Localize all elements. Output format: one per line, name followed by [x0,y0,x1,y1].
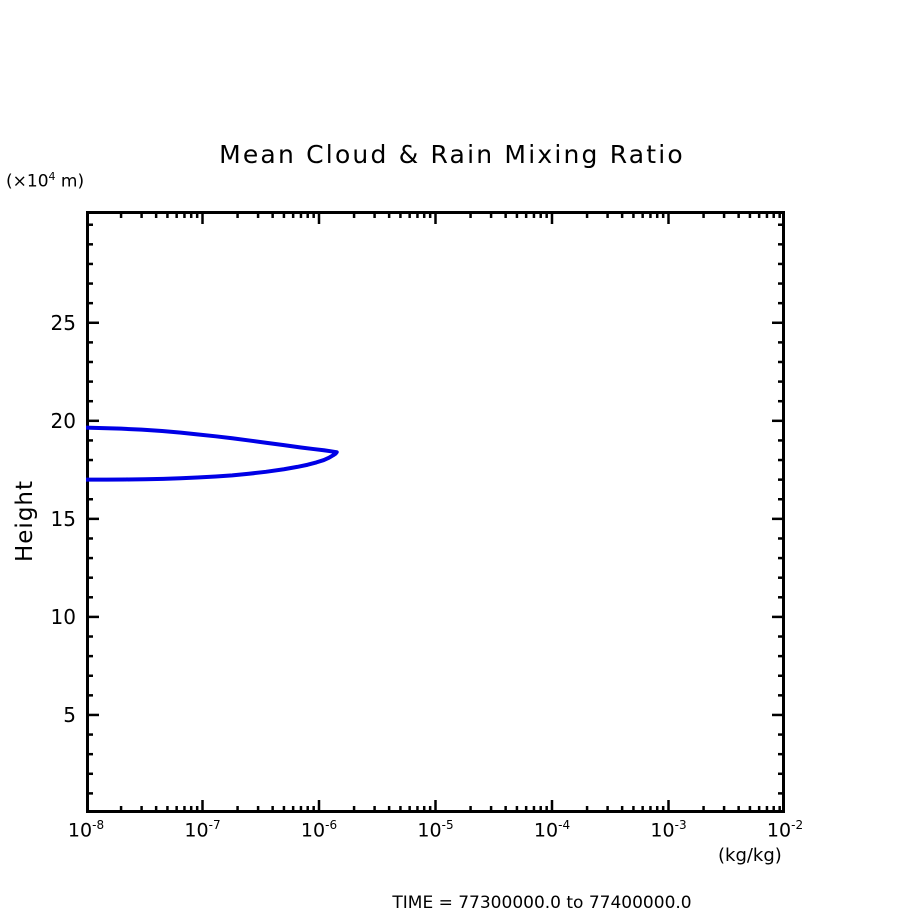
x-tick-label: 10-3 [650,818,687,842]
y-axis-unit-label: (×104 m) [6,170,85,192]
axis-frame [86,211,785,813]
x-tick-label: 10-5 [417,818,454,842]
y-unit-exponent: 4 [48,170,56,183]
y-tick-label: 25 [50,310,76,335]
x-tick-label: 10-8 [67,818,105,842]
x-tick-label: 10-2 [766,818,804,842]
data-curve-group [86,425,339,482]
x-tick-label: 10-4 [533,818,571,842]
time-annotation: TIME = 77300000.0 to 77400000.0 [392,893,692,913]
x-axis-unit-label: (kg/kg) [718,845,782,866]
y-tick-label: 5 [63,702,76,727]
y-tick-label: 15 [50,506,76,531]
plot-canvas [86,211,785,813]
x-tick-label: 10-7 [184,818,221,842]
page-title: Mean Cloud & Rain Mixing Ratio [219,140,685,169]
y-tick-label: 10 [50,604,76,629]
tick-marks [86,211,785,813]
y-tick-label: 20 [50,408,76,433]
x-tick-label: 10-6 [300,818,338,842]
plot-frame [86,211,785,813]
